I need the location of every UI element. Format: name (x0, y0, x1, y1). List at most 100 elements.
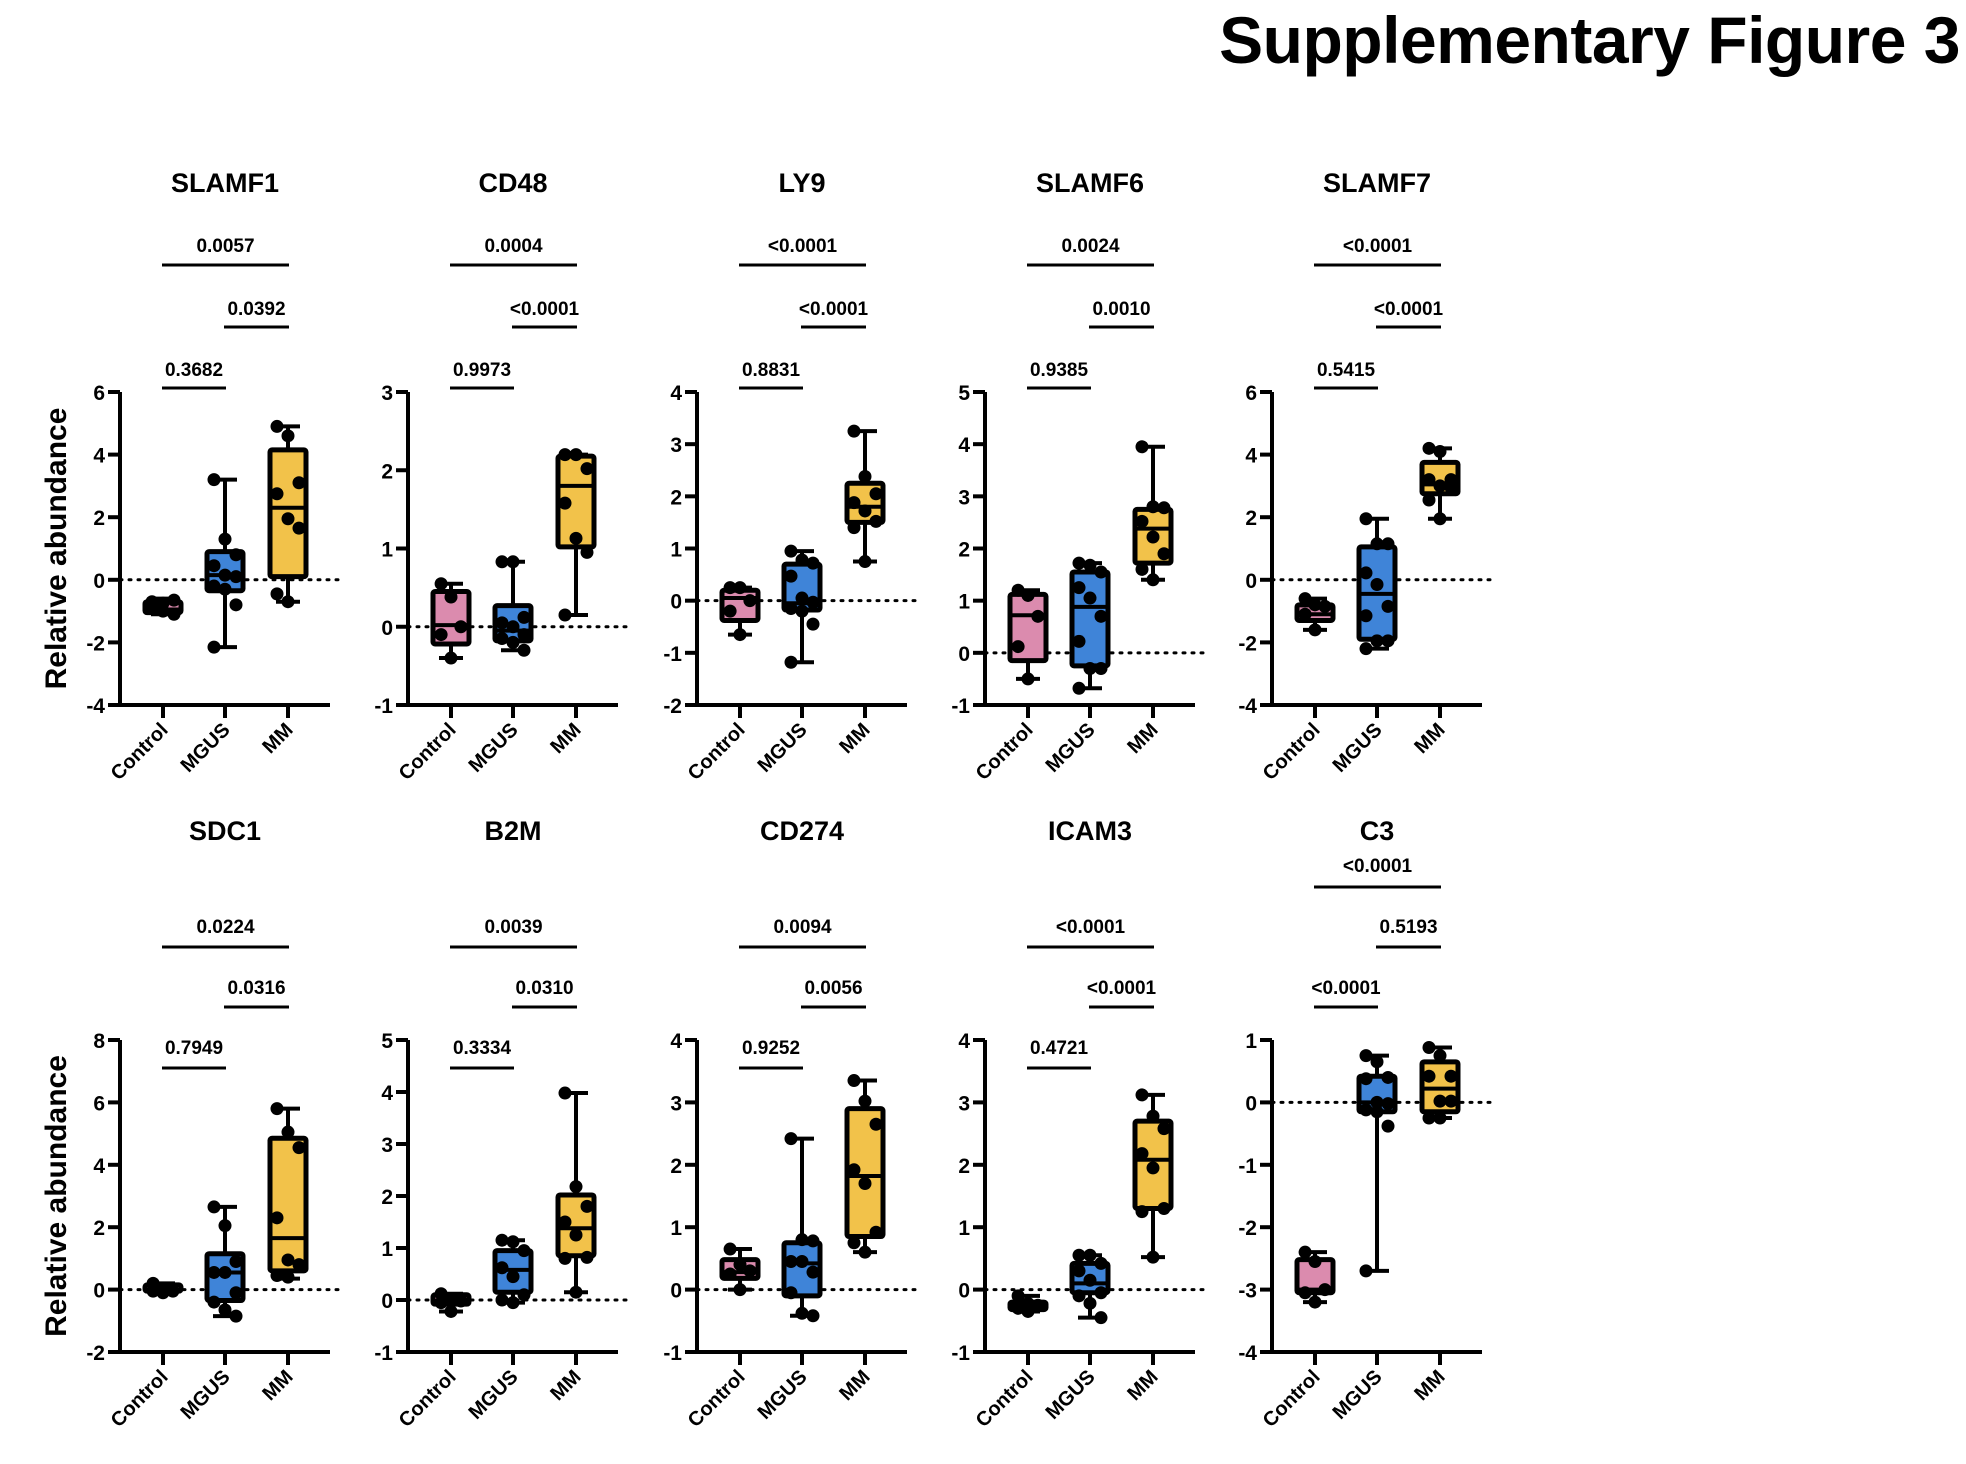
data-point (506, 555, 520, 569)
x-tick-label-mm: MM (1410, 719, 1449, 758)
data-point (1422, 1040, 1436, 1054)
data-point (1083, 1296, 1097, 1310)
data-point (506, 1296, 520, 1310)
data-point (869, 487, 883, 501)
data-point (858, 1177, 872, 1191)
data-point (146, 1284, 160, 1298)
data-point (454, 1294, 468, 1308)
data-point (1072, 556, 1086, 570)
chart-panel-c3: C3 -4 -3 -2 -1 0 1 Control MGUS MM <0.0001 0.5193 <0… (1238, 816, 1494, 1432)
y-tick-label: 6 (1245, 382, 1257, 405)
y-tick-label: 4 (958, 434, 970, 457)
chart-title: ICAM3 (1048, 816, 1132, 846)
box-mgus (1356, 1049, 1398, 1278)
data-point (506, 635, 520, 649)
data-point (847, 1163, 861, 1177)
p-value-label: 0.3334 (453, 1038, 512, 1059)
x-tick-label-mgus: MGUS (465, 1366, 523, 1424)
data-point (580, 1250, 594, 1264)
data-point (1146, 573, 1160, 587)
data-point (517, 628, 531, 642)
y-tick-label: 2 (381, 1186, 393, 1209)
data-point (743, 594, 757, 608)
data-point (517, 610, 531, 624)
data-point (218, 1265, 232, 1279)
data-point (558, 1251, 572, 1265)
data-point (847, 496, 861, 510)
x-tick-label-mm: MM (835, 719, 874, 758)
data-point (1381, 537, 1395, 551)
x-tick-label-mm: MM (546, 1366, 585, 1405)
box-mgus (781, 544, 823, 669)
data-point (1381, 634, 1395, 648)
data-point (1031, 1298, 1045, 1312)
data-point (784, 569, 798, 583)
data-point (207, 559, 221, 573)
data-point (292, 1141, 306, 1155)
data-point (434, 577, 448, 591)
y-tick-label: -4 (1238, 1342, 1257, 1365)
y-tick-label: -1 (663, 643, 682, 666)
data-point (1318, 1283, 1332, 1297)
data-point (1422, 493, 1436, 507)
chart-title: C3 (1360, 816, 1395, 846)
data-point (569, 531, 583, 545)
data-point (558, 496, 572, 510)
x-tick-label-control: Control (395, 719, 461, 785)
p-value-label: 0.0316 (227, 978, 285, 999)
data-point (218, 532, 232, 546)
y-tick-label: 0 (93, 570, 105, 593)
x-tick-label-mgus: MGUS (754, 719, 812, 777)
data-point (270, 1269, 284, 1283)
box-control (142, 593, 184, 621)
data-point (1359, 1103, 1373, 1117)
y-tick-label: 0 (958, 1280, 970, 1303)
data-point (743, 1264, 757, 1278)
data-point (1308, 598, 1322, 612)
y-tick-label: 2 (381, 460, 393, 483)
figure-title: Supplementary Figure 3 (1219, 3, 1960, 77)
p-value-label: <0.0001 (799, 299, 869, 320)
x-tick-label-control: Control (684, 719, 750, 785)
chart-panel-sdc1: SDC1 Relative abundance -2 0 2 4 6 8 Control MGUS… (40, 816, 342, 1432)
data-point (1433, 479, 1447, 493)
p-value-label: <0.0001 (1056, 917, 1126, 938)
data-point (1094, 1286, 1108, 1300)
y-tick-label: 0 (93, 1280, 105, 1303)
data-point (218, 568, 232, 582)
data-point (784, 1132, 798, 1146)
data-point (270, 419, 284, 433)
y-tick-label: -1 (951, 695, 970, 718)
data-point (1146, 530, 1160, 544)
y-tick-label: 2 (670, 1155, 682, 1178)
data-point (281, 1125, 295, 1139)
y-tick-label: -4 (1238, 695, 1257, 718)
data-point (1381, 599, 1395, 613)
data-point (229, 1309, 243, 1323)
y-tick-label: 1 (381, 539, 393, 562)
y-axis-label: Relative abundance (40, 1055, 73, 1337)
chart-title: B2M (484, 816, 541, 846)
data-point (1094, 661, 1108, 675)
y-tick-label: 0 (670, 1280, 682, 1303)
y-tick-label: 1 (1245, 1030, 1257, 1053)
y-tick-label: 2 (670, 486, 682, 509)
data-point (1422, 1111, 1436, 1125)
data-point (1135, 514, 1149, 528)
p-value-label: <0.0001 (1374, 299, 1444, 320)
x-tick-label-mgus: MGUS (177, 719, 235, 777)
data-point (506, 620, 520, 634)
data-point (1011, 1301, 1025, 1315)
y-tick-label: 4 (93, 445, 105, 468)
y-tick-label: 0 (670, 591, 682, 614)
data-point (1359, 1049, 1373, 1063)
data-point (434, 628, 448, 642)
data-point (784, 601, 798, 615)
y-tick-label: -2 (1238, 1217, 1257, 1240)
data-point (806, 1309, 820, 1323)
box-mm (267, 419, 309, 609)
data-point (1031, 609, 1045, 623)
data-point (723, 581, 737, 595)
box-mgus (204, 1200, 246, 1323)
x-tick-label-mm: MM (258, 1366, 297, 1405)
